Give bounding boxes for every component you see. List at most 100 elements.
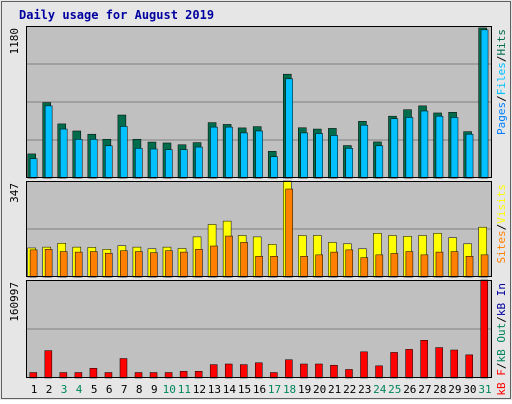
bar-sites [360, 257, 369, 278]
bar-files [345, 148, 354, 179]
bar-sites [59, 251, 68, 278]
bar-kb-f [89, 368, 98, 379]
x-tick-label: 3 [61, 383, 68, 396]
legend-item-files: Files [495, 62, 508, 95]
legend-middle: Sites/Visits [495, 184, 508, 264]
x-tick-label: 15 [238, 383, 251, 396]
y-max-label: 1180 [8, 28, 21, 55]
x-tick-label: 6 [106, 383, 113, 396]
legend-item-hits: Hits [495, 29, 508, 56]
chart-panels: 1180Pages/Files/Hits347Sites/Visits16099… [8, 26, 508, 396]
legend-separator: / [495, 95, 508, 102]
bar-kb-f [345, 369, 353, 379]
x-tick-label: 19 [298, 383, 311, 396]
legend-separator: / [495, 363, 508, 370]
x-tick-label: 21 [328, 383, 341, 396]
bar-files [315, 133, 323, 179]
x-tick-label: 2 [46, 383, 53, 396]
x-tick-label: 22 [343, 383, 356, 396]
chart-title: Daily usage for August 2019 [19, 8, 214, 22]
bar-files [375, 145, 384, 179]
bar-files [44, 105, 53, 179]
bar-sites [180, 251, 188, 278]
panel-border [26, 26, 492, 178]
bar-files [390, 118, 399, 179]
x-tick-label: 10 [163, 383, 176, 396]
bar-files [29, 158, 38, 179]
bar-files [105, 145, 113, 179]
bar-files [165, 149, 173, 179]
bar-kb-f [480, 279, 489, 379]
x-tick-label: 25 [388, 383, 401, 396]
bar-sites [89, 251, 98, 278]
bar-sites [120, 250, 128, 278]
bar-sites [240, 242, 248, 278]
panel-border [26, 280, 492, 378]
x-tick-label: 17 [268, 383, 281, 396]
bar-kb-f [405, 349, 413, 379]
bar-sites [285, 188, 293, 278]
bar-sites [210, 245, 218, 278]
bar-kb-f [315, 363, 323, 379]
x-tick-label: 26 [403, 383, 416, 396]
bar-kb-f [285, 359, 293, 379]
x-tick-label: 20 [313, 383, 326, 396]
bar-files [180, 149, 188, 179]
bar-sites [195, 249, 203, 278]
x-tick-label: 23 [358, 383, 371, 396]
legend-separator: / [495, 316, 508, 323]
x-tick-label: 16 [253, 383, 266, 396]
x-tick-label: 9 [151, 383, 158, 396]
bar-kb-f [465, 354, 473, 379]
x-tick-label: 11 [178, 383, 191, 396]
bar-files [450, 117, 459, 179]
x-tick-label: 29 [448, 383, 461, 396]
x-tick-label: 7 [121, 383, 128, 396]
bar-kb-f [255, 362, 263, 379]
bar-sites [44, 249, 53, 278]
bar-sites [74, 251, 83, 278]
bar-kb-f [435, 347, 443, 379]
bar-sites [105, 252, 113, 278]
bar-kb-f [300, 363, 308, 379]
bar-files [330, 135, 338, 179]
legend-top: Pages/Files/Hits [495, 29, 508, 135]
x-tick-label: 4 [76, 383, 83, 396]
x-tick-label: 8 [136, 383, 143, 396]
panel-middle: 347 Sites/Visits [8, 180, 508, 278]
bar-sites [165, 250, 173, 278]
bar-kb-f [420, 340, 428, 379]
bar-files [74, 139, 83, 179]
bar-sites [405, 251, 414, 278]
bar-files [435, 115, 444, 179]
bar-files [59, 128, 68, 179]
bar-files [420, 110, 429, 179]
x-tick-label: 24 [373, 383, 387, 396]
legend-item-pages: Pages [495, 102, 508, 135]
x-tick-label: 18 [283, 383, 296, 396]
bar-kb-f [360, 351, 368, 379]
bar-sites [300, 256, 308, 278]
bar-kb-f [224, 363, 233, 379]
bar-sites [29, 249, 38, 278]
bar-sites [255, 256, 263, 278]
bar-files [405, 117, 414, 179]
bar-sites [480, 254, 489, 278]
bar-kb-f [179, 371, 188, 379]
x-tick-label: 28 [433, 383, 446, 396]
legend-separator: / [495, 56, 508, 63]
bar-kb-f [330, 364, 338, 379]
bar-files [360, 124, 369, 179]
bar-files [135, 148, 143, 179]
bar-sites [450, 251, 459, 278]
x-axis-labels: 1 2 3 4 5 6 7 8 9 10 11 12 13 14 15 16 17 18 19 20 21 22 23 24 2… [31, 383, 492, 396]
legend-separator: / [495, 224, 508, 231]
bar-files [89, 139, 98, 179]
bar-sites [420, 254, 429, 278]
bar-sites [375, 254, 384, 278]
legend-item-kb-f: kB F [495, 369, 508, 396]
